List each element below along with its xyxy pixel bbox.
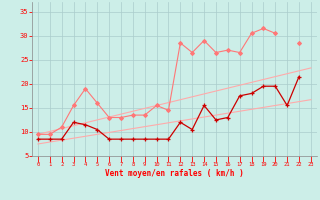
X-axis label: Vent moyen/en rafales ( km/h ): Vent moyen/en rafales ( km/h ) xyxy=(105,169,244,178)
